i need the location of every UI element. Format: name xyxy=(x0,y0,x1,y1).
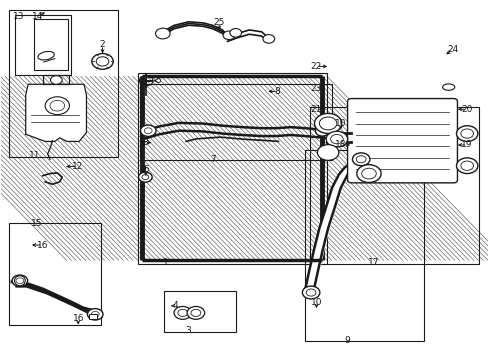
Text: 25: 25 xyxy=(213,18,224,27)
Circle shape xyxy=(50,76,62,84)
Circle shape xyxy=(305,289,315,296)
Text: 16: 16 xyxy=(37,240,48,249)
Circle shape xyxy=(178,309,187,316)
Circle shape xyxy=(317,145,338,160)
Circle shape xyxy=(229,28,241,37)
Circle shape xyxy=(315,126,328,136)
Circle shape xyxy=(352,153,369,166)
Circle shape xyxy=(16,278,24,284)
Bar xyxy=(9,10,118,157)
Circle shape xyxy=(223,31,234,40)
Text: 22: 22 xyxy=(310,62,322,71)
Circle shape xyxy=(96,57,109,66)
Circle shape xyxy=(325,131,347,147)
Text: 1: 1 xyxy=(163,258,168,267)
Circle shape xyxy=(91,311,99,317)
Circle shape xyxy=(319,117,336,130)
Circle shape xyxy=(263,35,274,43)
Bar xyxy=(15,15,71,75)
Text: 8: 8 xyxy=(274,87,280,96)
Ellipse shape xyxy=(38,51,54,60)
Text: 8: 8 xyxy=(142,138,147,147)
Circle shape xyxy=(92,54,113,69)
Circle shape xyxy=(456,158,477,174)
Bar xyxy=(9,223,101,325)
Circle shape xyxy=(144,128,152,134)
Circle shape xyxy=(356,165,380,183)
Text: 9: 9 xyxy=(344,336,350,345)
FancyBboxPatch shape xyxy=(347,99,457,183)
Bar xyxy=(305,150,424,342)
Text: 19: 19 xyxy=(461,140,472,149)
Ellipse shape xyxy=(442,84,454,90)
Text: 13: 13 xyxy=(13,12,24,21)
Circle shape xyxy=(330,135,343,144)
Circle shape xyxy=(50,100,64,111)
Circle shape xyxy=(142,175,148,180)
Bar xyxy=(34,19,67,70)
Text: 10: 10 xyxy=(310,298,322,307)
Circle shape xyxy=(460,129,472,138)
Text: 24: 24 xyxy=(446,45,457,54)
Text: 18: 18 xyxy=(334,140,346,149)
Circle shape xyxy=(140,125,156,136)
Polygon shape xyxy=(26,84,86,141)
Text: 7: 7 xyxy=(209,155,215,164)
Text: 14: 14 xyxy=(32,12,43,21)
Text: 23: 23 xyxy=(310,84,322,93)
Circle shape xyxy=(45,97,69,114)
Text: 5: 5 xyxy=(155,76,161,85)
Circle shape xyxy=(361,168,375,179)
Circle shape xyxy=(187,306,204,319)
Text: 12: 12 xyxy=(72,162,83,171)
Text: 3: 3 xyxy=(185,326,191,335)
Circle shape xyxy=(460,161,472,170)
Text: 2: 2 xyxy=(100,40,105,49)
Text: 4: 4 xyxy=(172,301,178,310)
Text: 20: 20 xyxy=(461,105,472,114)
Circle shape xyxy=(155,28,170,39)
Circle shape xyxy=(356,156,366,163)
Text: 6: 6 xyxy=(142,166,148,175)
Text: 21: 21 xyxy=(310,105,322,114)
Circle shape xyxy=(12,275,28,287)
Bar xyxy=(137,73,326,264)
Bar xyxy=(89,314,97,319)
Circle shape xyxy=(174,306,191,319)
Circle shape xyxy=(87,309,103,320)
Circle shape xyxy=(191,309,201,316)
Text: 15: 15 xyxy=(31,219,42,228)
Circle shape xyxy=(314,113,341,134)
Bar xyxy=(140,84,331,160)
Circle shape xyxy=(456,126,477,141)
Text: 10: 10 xyxy=(334,119,346,128)
Text: 11: 11 xyxy=(29,151,40,160)
Circle shape xyxy=(138,172,152,182)
Bar xyxy=(164,291,236,332)
Circle shape xyxy=(302,286,319,299)
Text: 17: 17 xyxy=(367,258,378,267)
Bar xyxy=(309,107,478,264)
Text: 16: 16 xyxy=(72,314,84,323)
